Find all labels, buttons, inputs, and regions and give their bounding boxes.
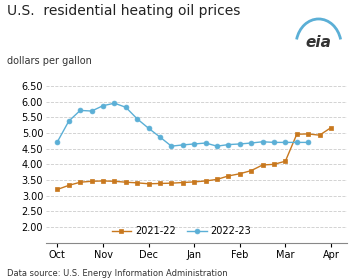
2022-23 bbox=[249, 141, 253, 145]
2022-23 bbox=[261, 140, 265, 143]
2022-23 bbox=[55, 140, 59, 143]
Text: dollars per gallon: dollars per gallon bbox=[7, 56, 92, 66]
2021-22 bbox=[147, 182, 151, 186]
2022-23 bbox=[181, 143, 185, 146]
2022-23 bbox=[78, 109, 82, 112]
Legend: 2021-22, 2022-23: 2021-22, 2022-23 bbox=[112, 226, 251, 236]
2021-22 bbox=[67, 184, 71, 187]
2022-23 bbox=[67, 119, 71, 123]
2022-23 bbox=[192, 142, 196, 146]
2022-23 bbox=[135, 117, 139, 121]
2021-22 bbox=[78, 181, 82, 184]
2021-22 bbox=[261, 163, 265, 167]
2022-23 bbox=[204, 141, 208, 145]
2021-22 bbox=[249, 169, 253, 172]
2022-23 bbox=[112, 102, 116, 105]
2021-22 bbox=[329, 126, 333, 129]
2021-22 bbox=[135, 181, 139, 184]
2021-22 bbox=[272, 163, 276, 166]
2022-23 bbox=[147, 127, 151, 130]
2021-22 bbox=[192, 180, 196, 184]
2021-22 bbox=[306, 132, 310, 136]
2021-22 bbox=[295, 133, 299, 136]
2021-22 bbox=[181, 181, 185, 184]
2022-23 bbox=[124, 106, 128, 109]
2021-22 bbox=[169, 181, 173, 185]
2021-22 bbox=[215, 178, 219, 181]
2022-23 bbox=[158, 135, 162, 139]
Line: 2021-22: 2021-22 bbox=[55, 125, 333, 192]
2022-23 bbox=[101, 104, 105, 107]
2021-22 bbox=[318, 134, 322, 137]
2021-22 bbox=[283, 160, 287, 163]
2021-22 bbox=[204, 179, 208, 183]
2022-23 bbox=[238, 142, 242, 146]
2022-23 bbox=[283, 141, 287, 144]
2021-22 bbox=[226, 174, 230, 178]
2022-23 bbox=[306, 141, 310, 144]
2022-23 bbox=[272, 141, 276, 144]
2022-23 bbox=[226, 143, 230, 146]
2021-22 bbox=[101, 179, 105, 183]
2021-22 bbox=[90, 180, 94, 183]
Line: 2022-23: 2022-23 bbox=[55, 101, 310, 149]
2022-23 bbox=[215, 145, 219, 148]
2021-22 bbox=[158, 182, 162, 185]
2022-23 bbox=[169, 145, 173, 148]
Text: eia: eia bbox=[306, 35, 332, 50]
2021-22 bbox=[124, 181, 128, 184]
2022-23 bbox=[90, 109, 94, 113]
2021-22 bbox=[55, 188, 59, 191]
2021-22 bbox=[112, 180, 116, 183]
Text: U.S.  residential heating oil prices: U.S. residential heating oil prices bbox=[7, 4, 240, 18]
2022-23 bbox=[295, 141, 299, 144]
Text: Data source: U.S. Energy Information Administration: Data source: U.S. Energy Information Adm… bbox=[7, 269, 228, 278]
2021-22 bbox=[238, 172, 242, 175]
